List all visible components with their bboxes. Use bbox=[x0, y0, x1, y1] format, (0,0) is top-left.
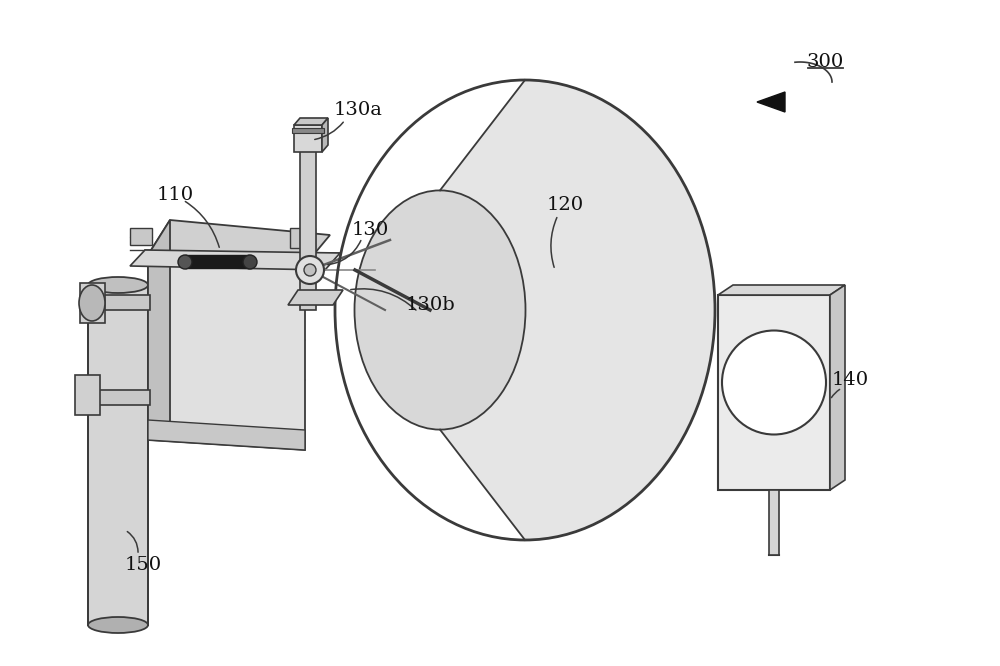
Polygon shape bbox=[300, 145, 316, 310]
Circle shape bbox=[296, 256, 324, 284]
Polygon shape bbox=[185, 255, 250, 268]
Circle shape bbox=[304, 264, 316, 276]
Ellipse shape bbox=[88, 617, 148, 633]
Text: 150: 150 bbox=[124, 556, 162, 574]
Polygon shape bbox=[440, 80, 715, 540]
Polygon shape bbox=[294, 118, 328, 125]
Ellipse shape bbox=[178, 255, 192, 269]
Polygon shape bbox=[75, 375, 100, 415]
Polygon shape bbox=[830, 285, 845, 490]
Text: 140: 140 bbox=[831, 371, 869, 389]
Polygon shape bbox=[292, 128, 324, 133]
Polygon shape bbox=[148, 220, 330, 265]
Text: 110: 110 bbox=[156, 186, 194, 204]
Polygon shape bbox=[130, 250, 340, 270]
Polygon shape bbox=[290, 228, 315, 248]
Polygon shape bbox=[148, 255, 305, 450]
Polygon shape bbox=[80, 390, 150, 405]
Text: 130b: 130b bbox=[405, 296, 455, 314]
Polygon shape bbox=[80, 283, 105, 323]
Polygon shape bbox=[322, 118, 328, 152]
Circle shape bbox=[722, 330, 826, 434]
Polygon shape bbox=[718, 295, 830, 490]
Polygon shape bbox=[288, 290, 343, 305]
Polygon shape bbox=[148, 420, 305, 450]
Polygon shape bbox=[130, 228, 152, 245]
Ellipse shape bbox=[88, 277, 148, 293]
Text: 130: 130 bbox=[351, 221, 389, 239]
Ellipse shape bbox=[79, 285, 105, 321]
Polygon shape bbox=[90, 295, 150, 310]
Polygon shape bbox=[148, 220, 170, 440]
Ellipse shape bbox=[243, 255, 257, 269]
Text: 120: 120 bbox=[546, 196, 584, 214]
Text: 130a: 130a bbox=[334, 101, 382, 119]
Polygon shape bbox=[294, 125, 322, 152]
Polygon shape bbox=[757, 92, 785, 112]
Polygon shape bbox=[88, 285, 148, 625]
Polygon shape bbox=[718, 285, 845, 295]
Polygon shape bbox=[769, 490, 779, 555]
Ellipse shape bbox=[354, 190, 526, 430]
Text: 300: 300 bbox=[806, 53, 844, 71]
